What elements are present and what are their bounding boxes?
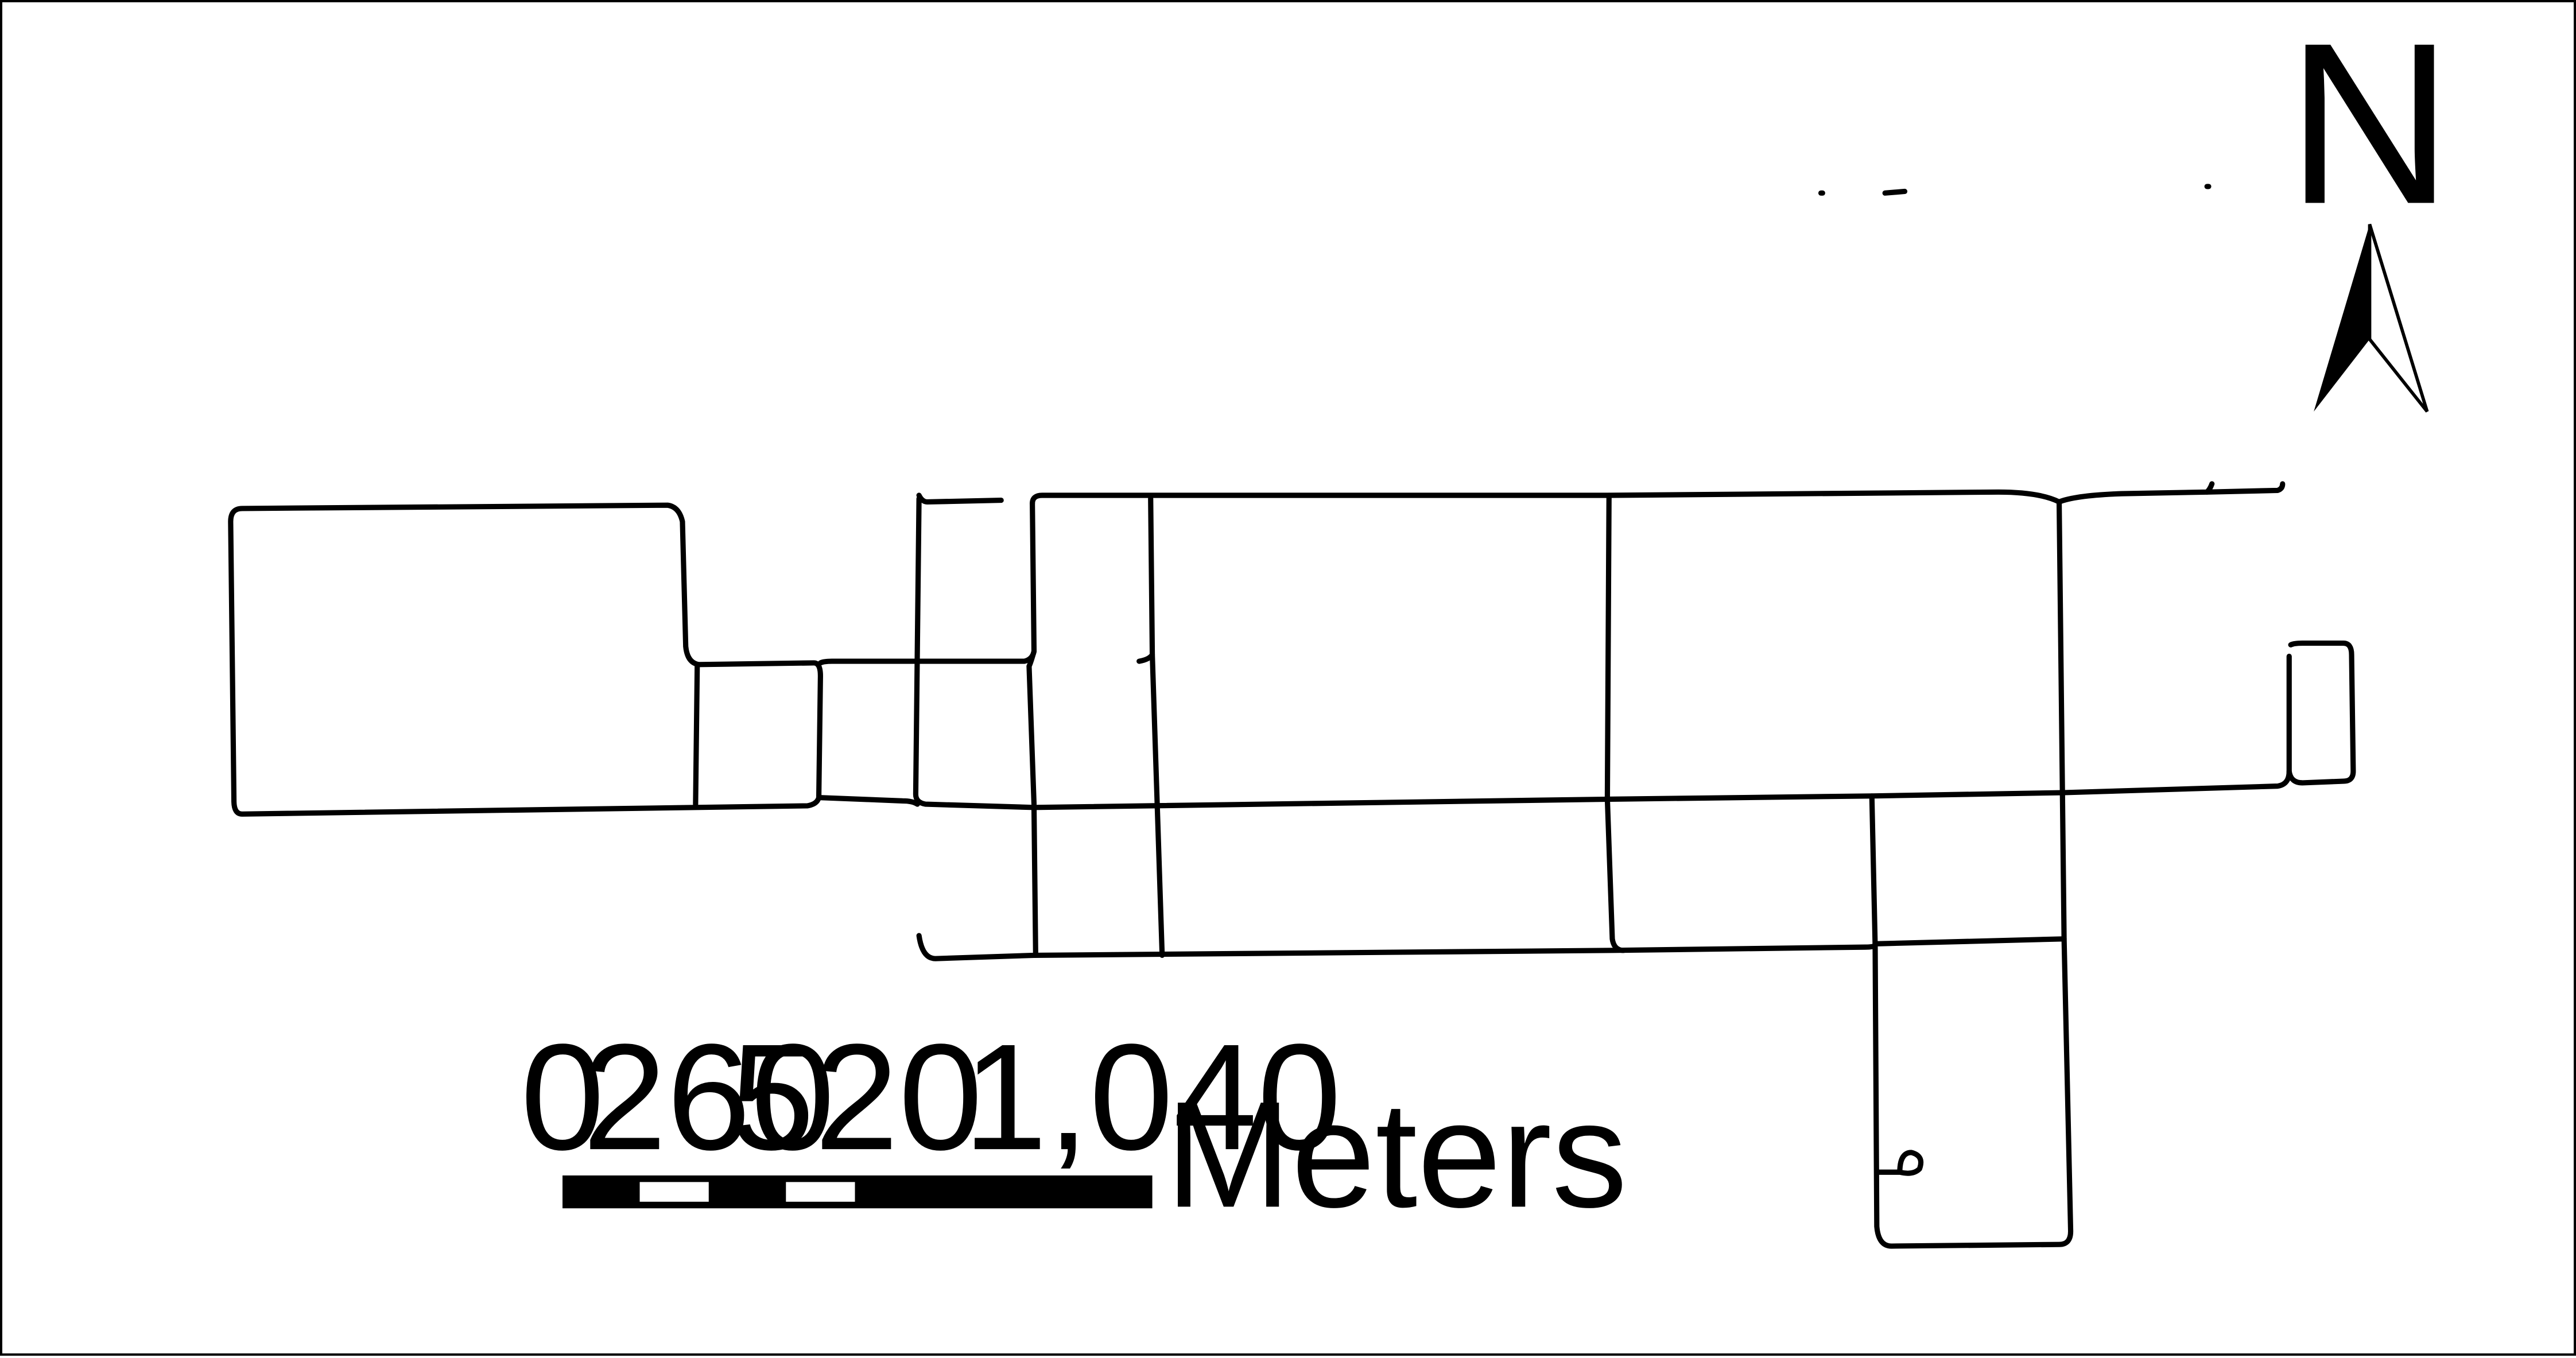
- road-segment: [1604, 492, 1627, 953]
- north-arrow-right-half: [2368, 223, 2429, 413]
- road-segment: [817, 795, 920, 807]
- road-segment: [916, 492, 1004, 505]
- scale-bar-segment-white: [639, 1182, 709, 1202]
- road-main-corridor: [1031, 769, 2292, 810]
- road-segment: [913, 496, 1037, 810]
- road-segment: [817, 649, 1037, 666]
- north-label: N: [2287, 2, 2453, 252]
- road-segment: [1031, 805, 1038, 959]
- road-network: [228, 184, 2356, 1249]
- road-south-east-block: [1869, 793, 2074, 1249]
- north-arrow-left-half: [2314, 224, 2370, 412]
- road-north-east: [1606, 481, 2215, 505]
- road-east-loop: [2286, 641, 2356, 786]
- scale-bar-segment-white: [786, 1182, 855, 1202]
- scale-tick-label: 0: [521, 1012, 604, 1181]
- road-segment: [2056, 499, 2067, 942]
- road-segment: [2204, 481, 2286, 495]
- scale-tick-label: 260: [583, 1012, 835, 1181]
- scale-bar: 0 260 520 1,040 Meters: [521, 1012, 1627, 1239]
- road-cul-de-sac: [1874, 1150, 1924, 1176]
- road-segment: [1136, 496, 1155, 664]
- road-west-block: [228, 502, 823, 817]
- road-south-corridor: [916, 933, 1878, 961]
- road-segment: [693, 664, 700, 807]
- road-segment: [1030, 492, 1612, 506]
- north-arrow: N: [2287, 2, 2453, 413]
- scale-unit-label: Meters: [1165, 1070, 1627, 1239]
- road-fragment: [1882, 188, 1908, 196]
- scale-tick-label: 520: [731, 1012, 983, 1181]
- road-segment: [1026, 500, 1037, 807]
- scale-tick-label: 1,040: [963, 1012, 1341, 1181]
